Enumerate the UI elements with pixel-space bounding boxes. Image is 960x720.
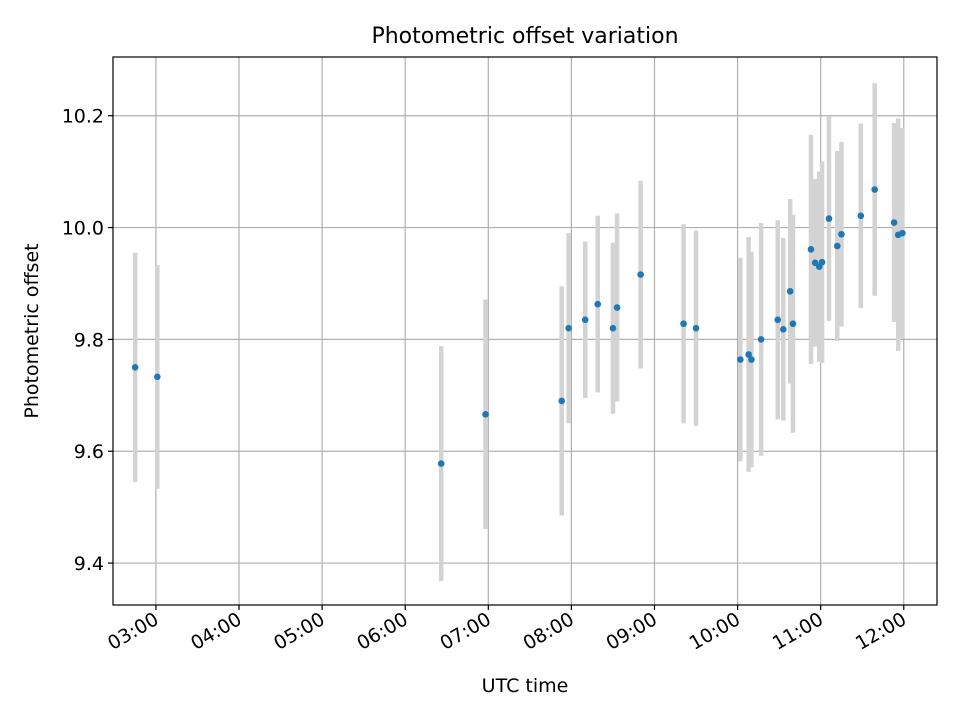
data-point [838, 230, 845, 238]
data-point [789, 320, 797, 328]
data-point [581, 316, 589, 324]
y-axis-label: Photometric offset [21, 243, 43, 418]
y-tick-label: 10.2 [62, 106, 104, 128]
data-point [757, 336, 765, 343]
data-point [437, 460, 445, 467]
data-point [680, 320, 687, 328]
data-point [818, 258, 826, 266]
data-point [899, 229, 906, 237]
x-axis-label: UTC time [482, 675, 569, 697]
data-points [131, 186, 906, 467]
plot-frame [112, 56, 938, 606]
data-point [482, 411, 489, 418]
data-point [748, 356, 755, 363]
y-tick-label: 9.8 [74, 329, 104, 351]
data-point [737, 356, 744, 363]
data-point [811, 259, 819, 267]
data-point [825, 215, 833, 222]
data-point [833, 242, 841, 250]
y-axis: 9.4 9.6 9.8 10.0 10.2 [62, 106, 113, 575]
data-point [558, 397, 565, 405]
data-point [609, 324, 617, 332]
data-point [131, 364, 139, 371]
data-point [594, 300, 602, 308]
data-point [637, 271, 644, 278]
data-point [774, 316, 782, 324]
data-point [154, 373, 161, 381]
data-point [745, 351, 752, 358]
data-point [871, 186, 878, 193]
y-tick-label: 10.0 [62, 218, 104, 240]
data-point [890, 219, 898, 226]
data-point [857, 212, 865, 220]
data-point [779, 326, 787, 333]
y-tick-label: 9.6 [74, 441, 104, 463]
data-point [565, 324, 572, 332]
data-point [692, 324, 700, 332]
y-tick-label: 9.4 [74, 553, 104, 575]
data-point [613, 304, 621, 311]
data-point [807, 246, 815, 253]
chart-title: Photometric offset variation [371, 24, 678, 49]
data-point [786, 287, 794, 295]
